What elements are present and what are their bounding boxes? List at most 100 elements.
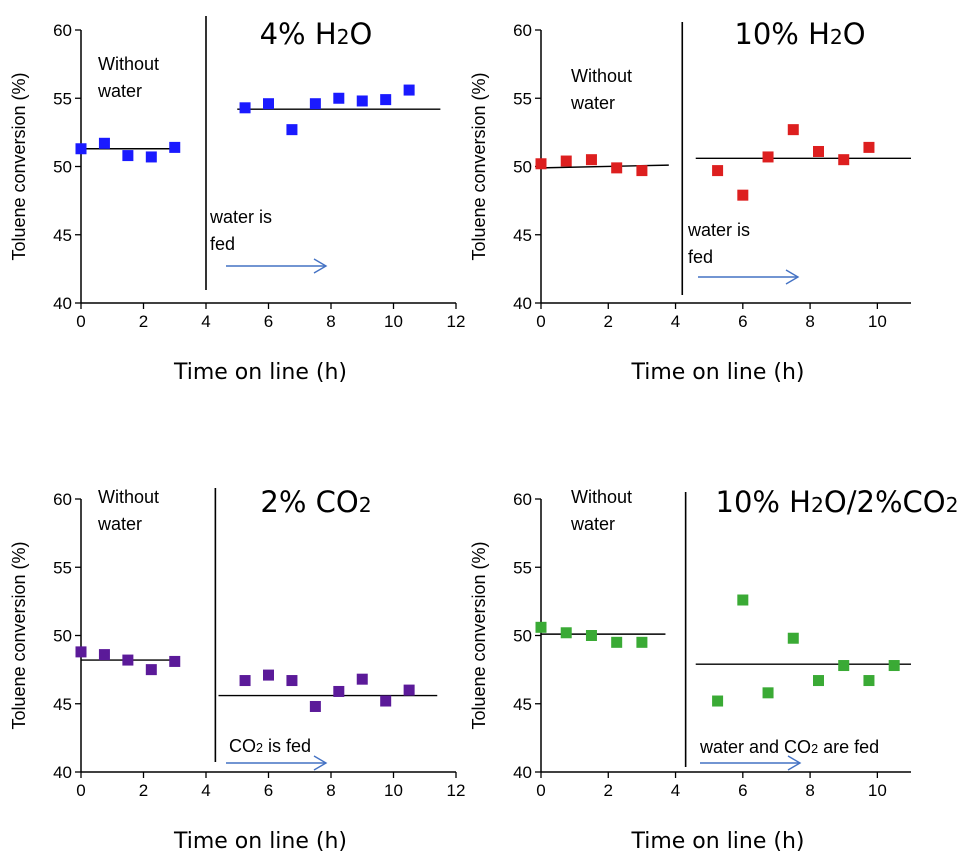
- data-point-series2-8: [403, 684, 415, 696]
- data-point-series1-4: [611, 162, 623, 174]
- note-without-water-line1: Without: [571, 487, 632, 507]
- data-point-series2-4: [787, 632, 799, 644]
- data-point-series1-2: [560, 155, 572, 167]
- y-tick-label: 55: [513, 89, 532, 108]
- y-tick-label: 60: [513, 490, 532, 509]
- y-tick-label: 50: [513, 158, 532, 177]
- data-point-series2-2: [263, 669, 274, 681]
- x-tick-label: 8: [805, 312, 814, 331]
- data-point-series1-5: [636, 165, 648, 177]
- panel-title: 10% H2O/2%CO2: [716, 485, 959, 519]
- x-tick-label: 10: [868, 781, 887, 800]
- x-tick-label: 2: [604, 781, 613, 800]
- data-point-series2-8: [888, 660, 900, 672]
- x-axis-label: Time on line (h): [173, 360, 347, 385]
- data-point-series1-1: [75, 143, 87, 155]
- y-tick-label: 45: [53, 695, 72, 714]
- note-feed-line2: fed: [210, 234, 235, 254]
- average-line-1: [540, 164, 669, 169]
- panel-title: 4% H2O: [260, 17, 373, 51]
- y-axis-label: Toluene conversion (%): [9, 72, 29, 260]
- chart-panel-1: 40 45 50 55 60 0 2 4 6 8 10 12 Toluene conversion (%…: [9, 16, 465, 385]
- data-point-series1-1: [535, 158, 547, 170]
- data-point-series2-3: [762, 687, 774, 699]
- data-point-series1-4: [611, 636, 623, 648]
- data-point-series2-6: [838, 154, 850, 166]
- data-point-series2-5: [813, 675, 824, 687]
- x-tick-label: 10: [384, 781, 403, 800]
- x-tick-label: 6: [738, 312, 747, 331]
- x-tick-label: 0: [76, 312, 85, 331]
- x-tick-label: 6: [264, 312, 273, 331]
- x-tick-label: 10: [384, 312, 403, 331]
- note-without-water-line2: water: [570, 93, 615, 113]
- data-point-series2-2: [737, 594, 749, 606]
- y-tick-label: 40: [53, 763, 72, 782]
- data-point-series2-7: [380, 94, 392, 106]
- data-point-series2-3: [286, 675, 298, 687]
- y-tick-label: 50: [513, 627, 532, 646]
- y-axis-label: Toluene conversion (%): [9, 541, 29, 729]
- x-tick-label: 0: [536, 312, 545, 331]
- data-point-series2-1: [712, 165, 724, 177]
- y-tick-label: 55: [513, 558, 532, 577]
- y-tick-label: 45: [513, 226, 532, 245]
- note-feed-line2: fed: [688, 247, 713, 267]
- data-point-series2-2: [737, 189, 749, 201]
- x-tick-label: 4: [201, 781, 210, 800]
- note-without-water-line1: Without: [98, 487, 159, 507]
- feed-arrow-head: [313, 258, 328, 274]
- y-tick-label: 45: [53, 226, 72, 245]
- panel-title: 2% CO2: [260, 485, 371, 519]
- chart-panel-3: 40 45 50 55 60 0 2 4 6 8 10 12 Toluene conversion (%…: [9, 485, 465, 854]
- y-tick-label: 60: [53, 21, 72, 40]
- data-point-series1-5: [169, 141, 181, 153]
- x-tick-label: 8: [326, 312, 335, 331]
- feed-arrow-head: [785, 269, 800, 285]
- data-point-series1-4: [145, 151, 157, 163]
- data-point-series2-7: [863, 141, 875, 153]
- y-tick-label: 60: [513, 21, 532, 40]
- data-point-series1-5: [636, 636, 648, 648]
- x-tick-label: 4: [671, 312, 680, 331]
- x-tick-label: 8: [805, 781, 814, 800]
- note-feed-line1: water is: [209, 207, 272, 227]
- chart-panel-2: 40 45 50 55 60 0 2 4 6 8 10 Toluene conversion (%) T…: [469, 17, 911, 385]
- data-point-series2-3: [286, 124, 298, 136]
- data-point-series2-5: [333, 92, 345, 104]
- y-tick-label: 50: [53, 158, 72, 177]
- y-tick-label: 40: [513, 763, 532, 782]
- panel-title: 10% H2O: [734, 17, 865, 51]
- data-point-series2-1: [239, 102, 251, 114]
- y-tick-label: 45: [513, 695, 532, 714]
- x-tick-label: 6: [738, 781, 747, 800]
- x-tick-label: 2: [604, 312, 613, 331]
- y-axis-label: Toluene conversion (%): [469, 541, 489, 729]
- data-point-series2-3: [762, 151, 774, 163]
- x-tick-label: 0: [76, 781, 85, 800]
- x-tick-label: 0: [536, 781, 545, 800]
- data-point-series1-3: [585, 154, 597, 166]
- x-tick-label: 12: [447, 781, 466, 800]
- data-point-series2-6: [838, 660, 850, 672]
- data-point-series2-1: [712, 695, 724, 707]
- note-feed-line1: water is: [687, 220, 750, 240]
- x-tick-label: 6: [264, 781, 273, 800]
- x-axis-label: Time on line (h): [630, 829, 804, 854]
- y-tick-label: 40: [53, 294, 72, 313]
- x-tick-label: 8: [326, 781, 335, 800]
- data-point-series2-5: [333, 685, 345, 697]
- data-point-series2-8: [403, 84, 415, 96]
- data-point-series1-4: [145, 664, 157, 676]
- x-tick-label: 4: [671, 781, 680, 800]
- y-tick-label: 55: [53, 558, 72, 577]
- data-point-series2-1: [239, 675, 251, 687]
- x-tick-label: 4: [201, 312, 210, 331]
- data-point-series2-2: [263, 98, 274, 110]
- data-point-series2-6: [356, 95, 368, 107]
- note-feed-line1: water and CO2 are fed: [699, 737, 879, 757]
- note-without-water-line1: Without: [571, 66, 632, 86]
- y-tick-label: 60: [53, 490, 72, 509]
- feed-arrow-head: [787, 755, 802, 771]
